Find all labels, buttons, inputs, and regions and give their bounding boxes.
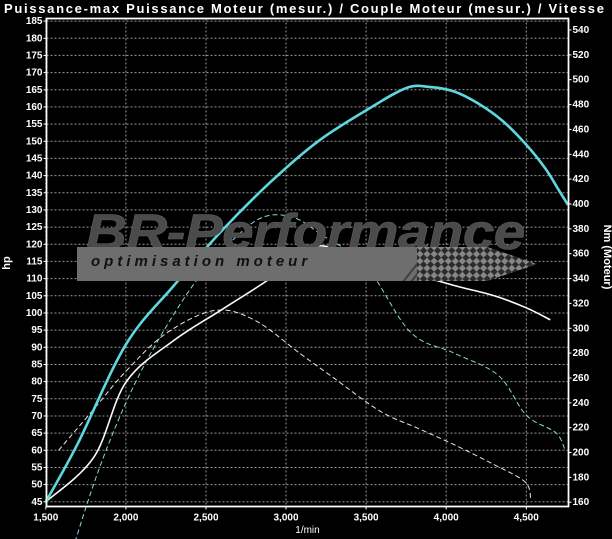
- svg-text:180: 180: [573, 472, 590, 483]
- svg-text:165: 165: [26, 85, 43, 96]
- svg-text:55: 55: [31, 463, 43, 474]
- svg-text:135: 135: [26, 188, 43, 199]
- svg-text:75: 75: [31, 394, 43, 405]
- svg-text:hp: hp: [1, 256, 13, 270]
- svg-text:130: 130: [26, 205, 43, 216]
- svg-text:280: 280: [573, 348, 590, 359]
- svg-text:80: 80: [31, 377, 43, 388]
- svg-text:110: 110: [26, 274, 43, 285]
- svg-text:95: 95: [31, 325, 43, 336]
- svg-text:155: 155: [26, 119, 43, 130]
- svg-text:2,500: 2,500: [193, 513, 218, 524]
- svg-text:240: 240: [573, 398, 590, 409]
- svg-text:140: 140: [26, 171, 43, 182]
- svg-text:90: 90: [31, 342, 43, 353]
- svg-text:50: 50: [31, 480, 43, 491]
- svg-text:4,000: 4,000: [434, 513, 459, 524]
- svg-text:115: 115: [26, 256, 43, 267]
- svg-text:70: 70: [31, 411, 43, 422]
- svg-text:3,000: 3,000: [273, 513, 298, 524]
- svg-text:440: 440: [573, 149, 590, 160]
- svg-text:260: 260: [573, 373, 590, 384]
- svg-text:2,000: 2,000: [113, 513, 138, 524]
- svg-text:200: 200: [573, 448, 590, 459]
- svg-text:145: 145: [26, 153, 43, 164]
- svg-text:45: 45: [31, 497, 43, 508]
- svg-text:320: 320: [573, 298, 590, 309]
- svg-text:160: 160: [573, 497, 590, 508]
- svg-text:500: 500: [573, 75, 590, 86]
- svg-text:120: 120: [26, 239, 43, 250]
- svg-text:185: 185: [26, 16, 43, 27]
- svg-text:3,500: 3,500: [354, 513, 379, 524]
- svg-text:1,500: 1,500: [33, 513, 58, 524]
- svg-text:105: 105: [26, 291, 43, 302]
- svg-text:180: 180: [26, 33, 43, 44]
- svg-text:460: 460: [573, 124, 590, 135]
- svg-text:1/min: 1/min: [295, 525, 319, 536]
- svg-text:125: 125: [26, 222, 43, 233]
- svg-text:60: 60: [31, 445, 43, 456]
- svg-text:420: 420: [573, 174, 590, 185]
- svg-text:220: 220: [573, 423, 590, 434]
- svg-text:100: 100: [26, 308, 43, 319]
- svg-text:160: 160: [26, 102, 43, 113]
- svg-text:4,500: 4,500: [514, 513, 539, 524]
- svg-text:65: 65: [31, 428, 43, 439]
- svg-text:540: 540: [573, 25, 590, 36]
- svg-text:150: 150: [26, 136, 43, 147]
- svg-text:520: 520: [573, 50, 590, 61]
- svg-text:480: 480: [573, 100, 590, 111]
- svg-text:85: 85: [31, 360, 43, 371]
- svg-text:170: 170: [26, 68, 43, 79]
- svg-text:340: 340: [573, 274, 590, 285]
- svg-text:175: 175: [26, 50, 43, 61]
- svg-text:300: 300: [573, 323, 590, 334]
